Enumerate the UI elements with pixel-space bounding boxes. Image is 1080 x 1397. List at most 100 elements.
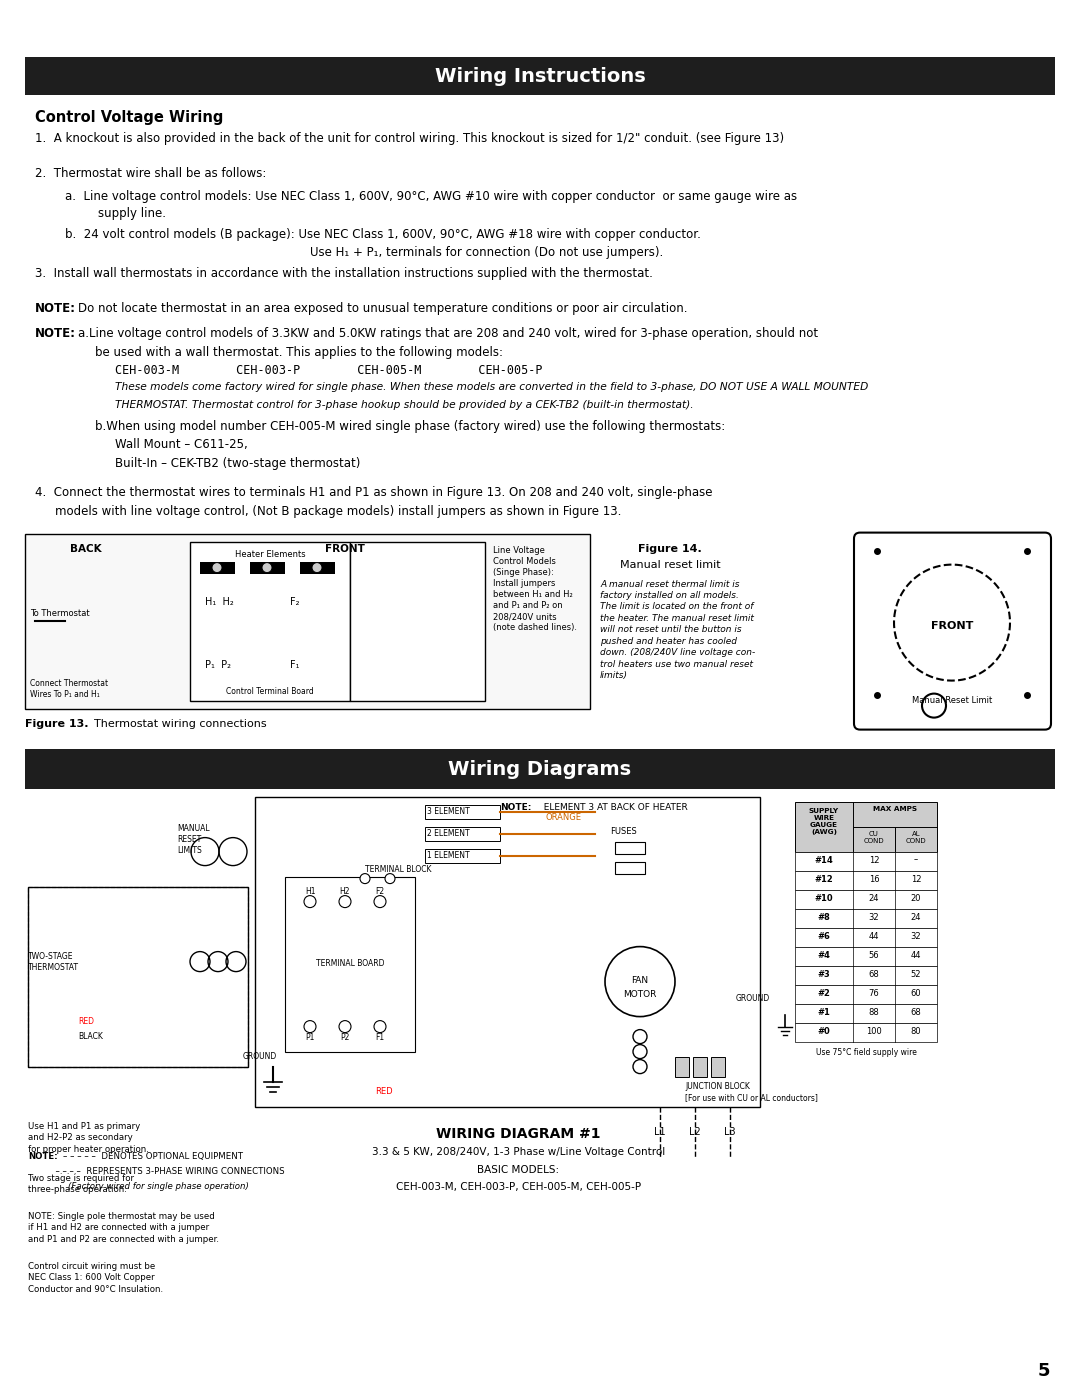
Text: H₁  H₂: H₁ H₂ <box>205 597 233 606</box>
Text: b.When using model number CEH-005-M wired single phase (factory wired) use the f: b.When using model number CEH-005-M wire… <box>95 420 726 433</box>
Text: F₂: F₂ <box>291 597 299 606</box>
Bar <box>795 1003 937 1023</box>
Text: BLACK: BLACK <box>78 1031 103 1041</box>
Text: CEH-003-M, CEH-003-P, CEH-005-M, CEH-005-P: CEH-003-M, CEH-003-P, CEH-005-M, CEH-005… <box>396 1182 640 1192</box>
Text: #0: #0 <box>818 1027 831 1035</box>
Text: 1.  A knockout is also provided in the back of the unit for control wiring. This: 1. A knockout is also provided in the ba… <box>35 131 784 145</box>
Text: TERMINAL BOARD: TERMINAL BOARD <box>315 958 384 968</box>
Text: 3 ELEMENT: 3 ELEMENT <box>427 806 470 816</box>
Text: Use H₁ + P₁, terminals for connection (Do not use jumpers).: Use H₁ + P₁, terminals for connection (D… <box>310 246 663 260</box>
Text: To Thermostat: To Thermostat <box>30 609 90 617</box>
Text: 24: 24 <box>910 912 921 922</box>
Text: Line Voltage
Control Models
(Singe Phase):
Install jumpers
between H₁ and H₂
and: Line Voltage Control Models (Singe Phase… <box>492 546 577 633</box>
Text: FUSES: FUSES <box>610 827 637 835</box>
Circle shape <box>374 895 386 908</box>
Text: Do not locate thermostat in an area exposed to unusual temperature conditions or: Do not locate thermostat in an area expo… <box>78 302 688 316</box>
Text: MOTOR: MOTOR <box>623 989 657 999</box>
Text: MAX AMPS: MAX AMPS <box>873 806 917 812</box>
Text: be used with a wall thermostat. This applies to the following models:: be used with a wall thermostat. This app… <box>95 345 503 359</box>
Bar <box>255 796 760 1106</box>
Text: A manual reset thermal limit is
factory installed on all models.
The limit is lo: A manual reset thermal limit is factory … <box>600 580 755 680</box>
Text: TWO-STAGE
THERMOSTAT: TWO-STAGE THERMOSTAT <box>28 951 79 972</box>
Text: H1: H1 <box>305 887 315 895</box>
Circle shape <box>212 563 222 573</box>
Text: #12: #12 <box>814 875 834 883</box>
Text: THERMOSTAT. Thermostat control for 3-phase hookup should be provided by a CEK-TB: THERMOSTAT. Thermostat control for 3-pha… <box>114 400 693 409</box>
Text: ELEMENT 3 AT BACK OF HEATER: ELEMENT 3 AT BACK OF HEATER <box>538 803 688 812</box>
Text: 68: 68 <box>868 970 879 979</box>
Bar <box>795 870 937 890</box>
Bar <box>300 562 335 574</box>
FancyBboxPatch shape <box>854 532 1051 729</box>
Text: 60: 60 <box>910 989 921 997</box>
Circle shape <box>303 1021 316 1032</box>
Bar <box>795 908 937 928</box>
Bar <box>615 841 645 854</box>
Circle shape <box>339 1021 351 1032</box>
Circle shape <box>384 873 395 883</box>
Bar <box>28 887 248 1066</box>
Text: a.Line voltage control models of 3.3KW and 5.0KW ratings that are 208 and 240 vo: a.Line voltage control models of 3.3KW a… <box>78 327 819 341</box>
Text: Control circuit wiring must be
NEC Class 1: 600 Volt Copper
Conductor and 90°C I: Control circuit wiring must be NEC Class… <box>28 1261 163 1294</box>
Text: –.–.–.–  REPRESENTS 3-PHASE WIRING CONNECTIONS: –.–.–.– REPRESENTS 3-PHASE WIRING CONNEC… <box>28 1166 285 1176</box>
Text: 24: 24 <box>868 894 879 902</box>
Text: Heater Elements: Heater Elements <box>234 549 306 559</box>
Text: FRONT: FRONT <box>931 620 973 630</box>
Text: L3: L3 <box>725 1126 735 1137</box>
Text: P2: P2 <box>340 1032 350 1042</box>
Text: –: – <box>914 855 918 865</box>
Text: Thermostat wiring connections: Thermostat wiring connections <box>87 718 267 729</box>
Text: Wall Mount – C611-25,: Wall Mount – C611-25, <box>114 439 247 451</box>
Text: FAN: FAN <box>632 975 649 985</box>
Bar <box>795 928 937 947</box>
Text: 44: 44 <box>910 950 921 960</box>
Text: 20: 20 <box>910 894 921 902</box>
Text: FRONT: FRONT <box>325 543 365 553</box>
Circle shape <box>374 1021 386 1032</box>
Text: Control Voltage Wiring: Control Voltage Wiring <box>35 110 224 124</box>
Bar <box>795 947 937 965</box>
Bar <box>693 1056 707 1077</box>
Text: b.  24 volt control models (B package): Use NEC Class 1, 600V, 90°C, AWG #18 wir: b. 24 volt control models (B package): U… <box>65 228 701 242</box>
Text: – – – – –  DENOTES OPTIONAL EQUIPMENT: – – – – – DENOTES OPTIONAL EQUIPMENT <box>63 1151 243 1161</box>
Text: (Factory wired for single phase operation): (Factory wired for single phase operatio… <box>68 1182 248 1190</box>
Text: 32: 32 <box>910 932 921 940</box>
Text: GROUND: GROUND <box>735 993 770 1003</box>
Bar <box>285 876 415 1052</box>
Text: Figure 13.: Figure 13. <box>25 718 89 729</box>
Text: NOTE:: NOTE: <box>35 327 76 341</box>
Bar <box>249 562 285 574</box>
Text: CEH-003-M        CEH-003-P        CEH-005-M        CEH-005-P: CEH-003-M CEH-003-P CEH-005-M CEH-005-P <box>114 365 542 377</box>
Circle shape <box>262 563 272 573</box>
Text: #3: #3 <box>818 970 831 979</box>
Text: #8: #8 <box>818 912 831 922</box>
Text: 3.  Install wall thermostats in accordance with the installation instructions su: 3. Install wall thermostats in accordanc… <box>35 267 653 281</box>
Text: 1 ELEMENT: 1 ELEMENT <box>427 851 470 859</box>
Text: NOTE: Single pole thermostat may be used
if H1 and H2 are connected with a jumpe: NOTE: Single pole thermostat may be used… <box>28 1211 219 1245</box>
Text: Manual reset limit: Manual reset limit <box>620 560 720 570</box>
Circle shape <box>339 895 351 908</box>
Text: Connect Thermostat
Wires To P₁ and H₁: Connect Thermostat Wires To P₁ and H₁ <box>30 679 108 698</box>
Text: WIRING DIAGRAM #1: WIRING DIAGRAM #1 <box>436 1126 600 1140</box>
Bar <box>795 852 937 870</box>
Text: 4.  Connect the thermostat wires to terminals H1 and P1 as shown in Figure 13. O: 4. Connect the thermostat wires to termi… <box>35 486 713 499</box>
Text: BACK: BACK <box>70 543 102 553</box>
Text: TERMINAL BLOCK: TERMINAL BLOCK <box>365 865 432 873</box>
Text: L1: L1 <box>654 1126 665 1137</box>
Text: 80: 80 <box>910 1027 921 1035</box>
Text: F₁: F₁ <box>291 659 299 669</box>
Text: 56: 56 <box>868 950 879 960</box>
Text: Figure 14.: Figure 14. <box>638 543 702 553</box>
Bar <box>675 1056 689 1077</box>
Text: 12: 12 <box>910 875 921 883</box>
Text: 2.  Thermostat wire shall be as follows:: 2. Thermostat wire shall be as follows: <box>35 168 267 180</box>
Circle shape <box>360 873 370 883</box>
Text: NOTE:: NOTE: <box>28 1151 57 1161</box>
Text: 3.3 & 5 KW, 208/240V, 1-3 Phase w/Line Voltage Control: 3.3 & 5 KW, 208/240V, 1-3 Phase w/Line V… <box>372 1147 665 1157</box>
Text: NOTE:: NOTE: <box>35 302 76 316</box>
Bar <box>795 890 937 908</box>
Text: #6: #6 <box>818 932 831 940</box>
Text: H2: H2 <box>340 887 350 895</box>
Text: a.  Line voltage control models: Use NEC Class 1, 600V, 90°C, AWG #10 wire with : a. Line voltage control models: Use NEC … <box>65 190 797 203</box>
Text: F2: F2 <box>376 887 384 895</box>
